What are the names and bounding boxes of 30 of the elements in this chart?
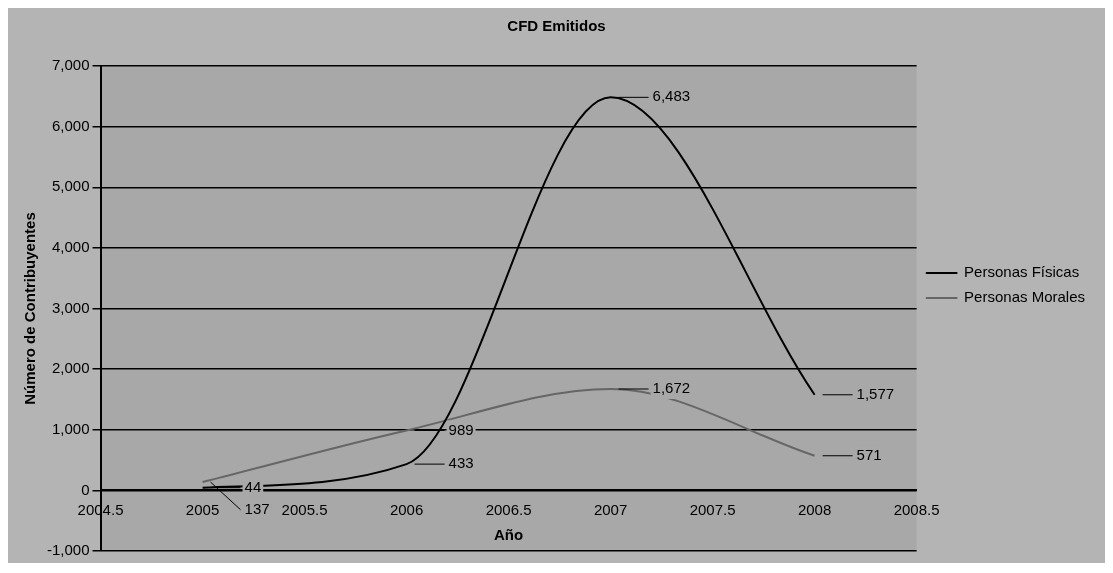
- y-tick-label: 2,000: [51, 359, 90, 377]
- data-label: 1,577: [856, 384, 895, 402]
- y-tick-label: 7,000: [51, 56, 90, 74]
- y-axis-title: Número de Contribuyentes: [21, 212, 39, 405]
- data-label: 989: [448, 420, 474, 438]
- legend-label: Personas Morales: [964, 288, 1085, 306]
- x-tick-label: 2006: [389, 500, 424, 518]
- x-tick-label: 2005.5: [281, 500, 328, 518]
- y-tick-label: -1,000: [46, 541, 90, 559]
- x-tick-label: 2007.5: [689, 500, 736, 518]
- chart-title: CFD Emitidos: [507, 17, 606, 35]
- x-tick-label: 2005: [185, 500, 220, 518]
- x-tick-label: 2006.5: [485, 500, 532, 518]
- y-tick-label: 0: [81, 480, 90, 498]
- y-tick-label: 6,000: [51, 116, 90, 134]
- y-tick-label: 4,000: [51, 238, 90, 256]
- data-label: 44: [244, 477, 262, 495]
- data-label: 571: [856, 445, 882, 463]
- x-axis-title: Año: [493, 525, 524, 543]
- data-label: 137: [244, 499, 270, 517]
- x-tick-label: 2007: [593, 500, 628, 518]
- legend-label: Personas Físicas: [964, 263, 1080, 281]
- x-tick-label: 2008.5: [893, 500, 940, 518]
- data-label: 433: [448, 454, 474, 472]
- data-label: 6,483: [652, 87, 691, 105]
- y-tick-label: 5,000: [51, 177, 90, 195]
- x-tick-label: 2008: [797, 500, 832, 518]
- y-tick-label: 1,000: [51, 419, 90, 437]
- data-label: 1,672: [652, 379, 691, 397]
- y-tick-label: 3,000: [51, 298, 90, 316]
